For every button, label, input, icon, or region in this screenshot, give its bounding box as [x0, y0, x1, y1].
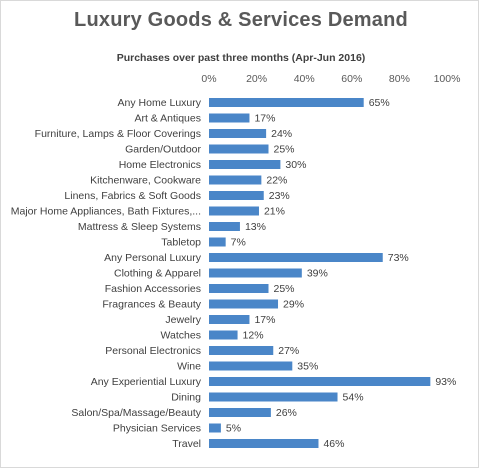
data-label: 65%	[369, 97, 390, 109]
category-label: Garden/Outdoor	[125, 144, 201, 156]
category-label: Any Experiential Luxury	[91, 376, 202, 388]
x-tick-label: 40%	[294, 73, 315, 85]
data-label: 54%	[343, 392, 364, 404]
x-tick-label: 80%	[389, 73, 410, 85]
data-label: 46%	[323, 438, 344, 450]
bar	[209, 408, 271, 417]
category-labels: Any Home Luxury Art & Antiques Furniture, …	[11, 97, 202, 450]
data-label: 21%	[264, 206, 285, 218]
category-label: Physician Services	[113, 423, 201, 435]
bar	[209, 206, 259, 216]
bar	[209, 315, 250, 324]
category-label: Any Personal Luxury	[104, 252, 202, 264]
bar	[209, 439, 319, 448]
category-label: Any Home Luxury	[118, 97, 202, 109]
data-label: 25%	[274, 144, 295, 156]
data-label: 22%	[266, 175, 287, 187]
bar	[209, 361, 293, 371]
data-label: 12%	[243, 330, 264, 342]
category-label: Fragrances & Beauty	[102, 299, 201, 311]
bar	[209, 222, 240, 231]
bar	[209, 299, 279, 309]
chart-title: Luxury Goods & Services Demand	[74, 9, 408, 31]
data-label: 17%	[254, 314, 275, 326]
category-label: Salon/Spa/Massage/Beauty	[71, 407, 201, 419]
bar	[209, 346, 274, 355]
data-label: 39%	[307, 268, 328, 280]
bar	[209, 237, 226, 247]
category-label: Travel	[172, 438, 201, 450]
bar	[209, 98, 364, 107]
x-tick-label: 20%	[246, 73, 267, 85]
data-label: 25%	[274, 283, 295, 295]
category-label: Kitchenware, Cookware	[90, 175, 201, 187]
category-label: Watches	[161, 330, 201, 342]
data-label: 17%	[254, 113, 275, 125]
category-label: Wine	[177, 361, 201, 373]
bar	[209, 113, 250, 123]
category-label: Jewelry	[165, 314, 201, 326]
bars	[209, 98, 431, 448]
category-label: Art & Antiques	[134, 113, 201, 125]
chart-subtitle: Purchases over past three months (Apr-Ju…	[116, 52, 366, 64]
bar	[209, 423, 221, 433]
bar	[209, 330, 238, 340]
x-axis-ticks: 0% 20% 40% 60% 80% 100%	[201, 73, 460, 85]
data-label: 26%	[276, 407, 297, 419]
category-label: Fashion Accessories	[105, 283, 201, 295]
bar	[209, 129, 267, 138]
bar	[209, 191, 264, 200]
category-label: Tabletop	[161, 237, 201, 249]
data-label: 13%	[245, 221, 266, 233]
data-label: 93%	[435, 376, 456, 388]
x-tick-label: 60%	[341, 73, 362, 85]
data-label: 35%	[297, 361, 318, 373]
data-label: 73%	[388, 252, 409, 264]
bar	[209, 175, 262, 185]
bar	[209, 160, 281, 169]
data-label: 30%	[285, 159, 306, 171]
category-label: Home Electronics	[119, 159, 201, 171]
x-tick-label: 100%	[434, 73, 461, 85]
bar	[209, 268, 302, 278]
data-label: 5%	[226, 423, 241, 435]
bar	[209, 253, 383, 262]
bar	[209, 392, 338, 402]
category-label: Major Home Appliances, Bath Fixtures,...	[11, 206, 201, 218]
data-label: 7%	[231, 237, 246, 249]
bar	[209, 284, 269, 293]
bar	[209, 144, 269, 154]
category-label: Dining	[171, 392, 201, 404]
bar	[209, 377, 431, 386]
data-label: 23%	[269, 190, 290, 202]
data-label: 27%	[278, 345, 299, 357]
category-label: Clothing & Apparel	[114, 268, 201, 280]
data-label: 24%	[271, 128, 292, 140]
data-label: 29%	[283, 299, 304, 311]
category-label: Linens, Fabrics & Soft Goods	[64, 190, 201, 202]
category-label: Mattress & Sleep Systems	[78, 221, 201, 233]
data-labels: 65% 17% 24% 25% 30% 22% 23% 21% 13% 7% 73% 39% 25% 29…	[226, 97, 456, 450]
x-tick-label: 0%	[201, 73, 216, 85]
category-label: Furniture, Lamps & Floor Coverings	[35, 128, 201, 140]
category-label: Personal Electronics	[105, 345, 201, 357]
